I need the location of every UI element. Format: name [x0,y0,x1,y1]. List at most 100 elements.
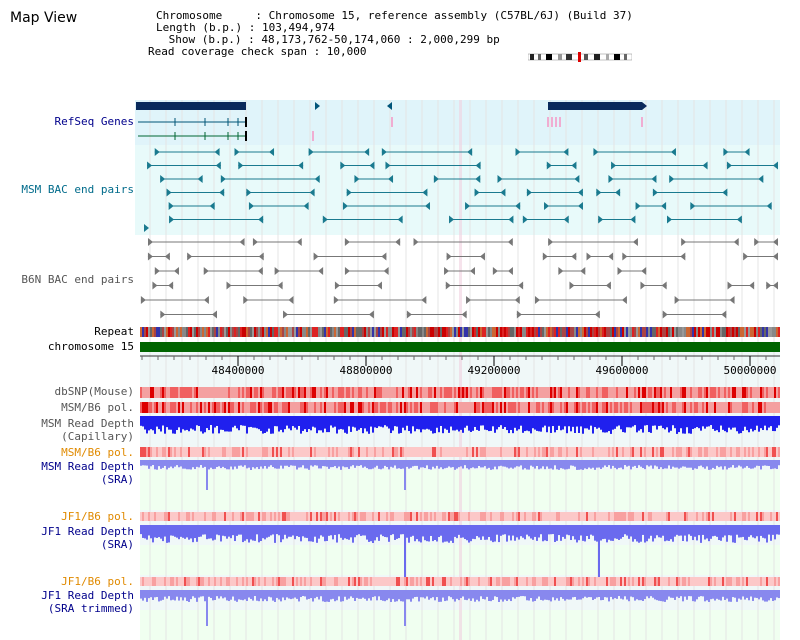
track-label-jf1-b6-pol-2[interactable]: JF1/B6 pol. [61,575,134,588]
track-label-msm-b6-pol-2[interactable]: MSM/B6 pol. [61,446,134,459]
depth-bar [346,525,348,540]
repeat-segment [756,327,758,337]
depth-bar [712,416,714,429]
bac-end-marker [526,188,532,197]
msm-bac-features[interactable] [144,148,778,232]
depth-bar [226,416,228,432]
refseq-gene-arrow[interactable] [387,102,392,110]
depth-bar [400,416,402,433]
heat-cell [200,402,202,413]
refseq-gene-block[interactable] [136,102,246,110]
depth-bar [768,416,770,428]
refseq-gene-block[interactable] [550,102,642,110]
depth-bar [262,416,264,434]
depth-bar [368,590,370,599]
depth-bar [256,460,258,468]
bac-end-marker [344,267,350,275]
chromosome-ideogram[interactable] [528,52,632,62]
heat-cell [242,387,244,398]
jf1-trimmed-depth-bars[interactable] [140,590,780,626]
depth-bar [696,416,698,428]
track-label-msm-bac[interactable]: MSM BAC end pairs [21,183,134,196]
depth-bar [532,590,534,602]
dbsnp-heatmap[interactable] [140,387,780,398]
jf1-b6-pol-heatmap[interactable] [140,512,780,521]
msm-b6-pol-2-heatmap[interactable] [140,447,780,457]
heat-cell [604,402,606,413]
msm-sra-depth-bars[interactable] [140,460,780,490]
heat-cell [322,387,324,398]
repeat-track[interactable] [140,327,780,337]
repeat-segment [746,327,748,337]
track-label-msm-b6-pol[interactable]: MSM/B6 pol. [61,401,134,414]
refseq-gene-arrow[interactable] [642,102,647,110]
repeat-segment [220,327,222,337]
heat-cell [222,387,224,398]
track-label-jf1-depth-trimmed[interactable]: JF1 Read Depth [41,589,134,602]
jf1-b6-pol-2-heatmap[interactable] [140,577,780,586]
track-label-b6n-bac[interactable]: B6N BAC end pairs [21,273,134,286]
heat-cell [332,387,334,398]
heat-cell [490,512,492,521]
heat-cell [152,402,154,413]
track-label-dbsnp[interactable]: dbSNP(Mouse) [54,385,134,398]
depth-bar [432,590,434,598]
depth-bar [438,460,440,469]
heat-cell [450,387,452,398]
msm-capillary-depth-bars[interactable] [140,416,780,434]
heat-cell [574,387,576,398]
depth-bar [226,525,228,539]
repeat-segment [174,327,176,337]
repeat-segment [666,327,668,337]
jf1-sra-depth-bars[interactable] [140,525,780,579]
depth-bar [352,460,354,466]
depth-bar [400,525,402,535]
heat-cell [458,512,460,521]
track-label-msm-depth-cap[interactable]: MSM Read Depth [41,417,134,430]
repeat-segment [214,327,216,337]
heat-cell [488,447,490,457]
heat-cell [222,402,224,413]
track-label-chromosome[interactable]: chromosome 15 [47,340,134,353]
heat-cell [384,512,386,521]
track-label-msm-depth-sra[interactable]: MSM Read Depth [41,460,134,473]
track-label-repeat[interactable]: Repeat [94,325,134,338]
heat-cell [278,387,280,398]
depth-bar [446,590,448,601]
track-label-jf1-b6-pol[interactable]: JF1/B6 pol. [61,510,134,523]
depth-bar [414,460,416,466]
msm-b6-pol-heatmap[interactable] [140,402,780,413]
heat-cell [350,512,352,521]
b6n-bac-features[interactable] [140,238,778,319]
depth-bar [526,460,528,470]
heat-cell [522,512,524,521]
heat-cell [638,402,640,413]
repeat-segment [204,327,206,337]
heat-cell [344,512,346,521]
bac-end-marker [515,202,521,210]
depth-bar [772,460,774,469]
refseq-gene-arrow[interactable] [315,102,320,110]
depth-bar [268,416,270,429]
heat-cell [230,512,232,521]
track-label-jf1-depth-sra[interactable]: JF1 Read Depth [41,525,134,538]
heat-cell [412,447,414,457]
depth-bar [282,590,284,598]
repeat-segment [210,327,212,337]
depth-bar [352,590,354,598]
depth-bar [416,590,418,597]
heat-cell [486,512,488,521]
heat-cell [598,387,600,398]
msm-sra-empty-bg [140,470,780,510]
depth-bar [276,416,278,427]
heat-cell [460,447,462,457]
refseq-gene-arrow[interactable] [136,102,140,110]
track-label-refseq-genes[interactable]: RefSeq Genes [54,115,134,128]
depth-bar [754,416,756,431]
chromosome-bar[interactable] [140,342,780,352]
refseq-gene-block[interactable] [548,102,558,110]
heat-cell [202,577,204,586]
depth-bar [342,590,344,602]
heat-cell [198,577,200,586]
heat-cell [188,387,190,398]
